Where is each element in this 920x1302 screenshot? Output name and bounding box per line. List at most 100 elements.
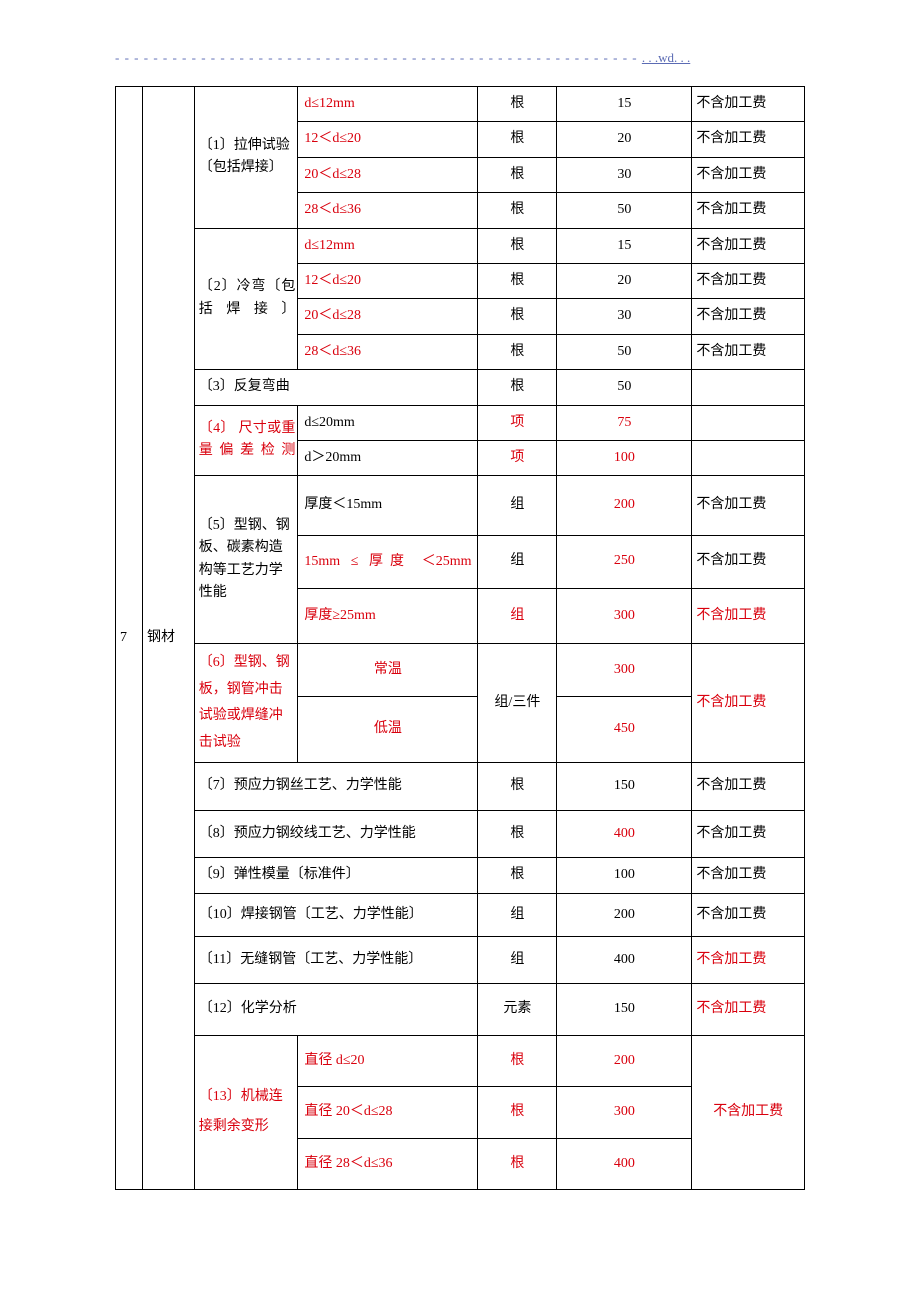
cell-note: 不含加工费 (692, 122, 805, 157)
cell-spec: d＞20mm (298, 440, 478, 475)
cell-price: 50 (557, 334, 692, 369)
cell-price: 300 (557, 1087, 692, 1138)
cell-note: 不含加工费 (692, 893, 805, 936)
cell-spec: 20＜d≤28 (298, 157, 478, 192)
cell-unit: 根 (478, 299, 557, 334)
cell-price: 20 (557, 263, 692, 298)
cell-sub-label: 〔10〕焊接钢管〔工艺、力学性能〕 (194, 893, 478, 936)
table-row: 〔4〕 尺寸或重量偏差检测 d≤20mm 项 75 (116, 405, 805, 440)
cell-sub-label: 〔5〕型钢、钢板、碳素构造构等工艺力学性能 (194, 476, 298, 644)
table-row: 〔12〕化学分析 元素 150 不含加工费 (116, 984, 805, 1035)
cell-spec: 厚度＜15mm (298, 476, 478, 535)
cell-spec: 15mm ≤ 厚度 ＜25mm (298, 535, 478, 588)
cell-price: 400 (557, 810, 692, 857)
cell-unit: 项 (478, 440, 557, 475)
cell-unit: 根 (478, 763, 557, 810)
table-row: 〔6〕型钢、钢板，钢管冲击试验或焊缝冲击试验 常温 组/三件 300 不含加工费 (116, 644, 805, 696)
cell-note: 不含加工费 (692, 87, 805, 122)
cell-unit: 元素 (478, 984, 557, 1035)
cell-spec: 28＜d≤36 (298, 334, 478, 369)
pricing-table: 7 钢材 〔1〕拉伸试验〔包括焊接〕 d≤12mm 根 15 不含加工费 12＜… (115, 86, 805, 1190)
header-dashes: - - - - - - - - - - - - - - - - - - - - … (115, 50, 642, 65)
cell-price: 150 (557, 984, 692, 1035)
cell-price: 300 (557, 588, 692, 643)
cell-price: 30 (557, 299, 692, 334)
cell-note: 不含加工费 (692, 937, 805, 984)
table-row: 〔13〕机械连接剩余变形 直径 d≤20 根 200 不含加工费 (116, 1035, 805, 1086)
cell-category: 钢材 (143, 87, 195, 1190)
cell-note: 不含加工费 (692, 157, 805, 192)
cell-note: 不含加工费 (692, 858, 805, 893)
cell-unit: 根 (478, 858, 557, 893)
cell-note (692, 370, 805, 405)
cell-unit: 根 (478, 263, 557, 298)
cell-spec: 低温 (298, 696, 478, 763)
cell-index: 7 (116, 87, 143, 1190)
cell-spec: 12＜d≤20 (298, 122, 478, 157)
cell-sub-label: 〔11〕无缝钢管〔工艺、力学性能〕 (194, 937, 478, 984)
cell-unit: 根 (478, 1087, 557, 1138)
cell-unit: 根 (478, 157, 557, 192)
cell-note: 不含加工费 (692, 588, 805, 643)
cell-sub-label: 〔6〕型钢、钢板，钢管冲击试验或焊缝冲击试验 (194, 644, 298, 763)
cell-price: 450 (557, 696, 692, 763)
cell-sub-label: 〔1〕拉伸试验〔包括焊接〕 (194, 87, 298, 229)
cell-unit: 根 (478, 193, 557, 228)
cell-note: 不含加工费 (692, 476, 805, 535)
cell-price: 300 (557, 644, 692, 696)
cell-sub-label: 〔3〕反复弯曲 (194, 370, 478, 405)
cell-unit: 组 (478, 588, 557, 643)
table-row: 〔3〕反复弯曲 根 50 (116, 370, 805, 405)
cell-price: 200 (557, 1035, 692, 1086)
cell-spec: d≤12mm (298, 228, 478, 263)
cell-spec: 直径 d≤20 (298, 1035, 478, 1086)
cell-price: 400 (557, 937, 692, 984)
table-row: 7 钢材 〔1〕拉伸试验〔包括焊接〕 d≤12mm 根 15 不含加工费 (116, 87, 805, 122)
cell-price: 50 (557, 370, 692, 405)
cell-unit: 根 (478, 122, 557, 157)
cell-price: 100 (557, 440, 692, 475)
cell-sub-label: 〔7〕预应力钢丝工艺、力学性能 (194, 763, 478, 810)
cell-sub-label: 〔13〕机械连接剩余变形 (194, 1035, 298, 1189)
cell-price: 400 (557, 1138, 692, 1189)
cell-spec: d≤12mm (298, 87, 478, 122)
table-row: 〔10〕焊接钢管〔工艺、力学性能〕 组 200 不含加工费 (116, 893, 805, 936)
cell-spec: 常温 (298, 644, 478, 696)
cell-note: 不含加工费 (692, 193, 805, 228)
cell-note: 不含加工费 (692, 644, 805, 763)
cell-price: 15 (557, 228, 692, 263)
cell-sub-label: 〔4〕 尺寸或重量偏差检测 (194, 405, 298, 476)
cell-spec: 28＜d≤36 (298, 193, 478, 228)
cell-unit: 组 (478, 476, 557, 535)
cell-note: 不含加工费 (692, 263, 805, 298)
cell-unit: 组 (478, 893, 557, 936)
cell-price: 100 (557, 858, 692, 893)
cell-sub-label: 〔12〕化学分析 (194, 984, 478, 1035)
cell-unit: 组 (478, 937, 557, 984)
cell-price: 150 (557, 763, 692, 810)
table-row: 〔7〕预应力钢丝工艺、力学性能 根 150 不含加工费 (116, 763, 805, 810)
cell-unit: 根 (478, 810, 557, 857)
cell-spec: 20＜d≤28 (298, 299, 478, 334)
cell-price: 15 (557, 87, 692, 122)
cell-note: 不含加工费 (692, 984, 805, 1035)
cell-price: 20 (557, 122, 692, 157)
cell-unit: 根 (478, 370, 557, 405)
cell-note: 不含加工费 (692, 334, 805, 369)
cell-unit: 根 (478, 1035, 557, 1086)
cell-sub-label: 〔9〕弹性模量〔标准件〕 (194, 858, 478, 893)
cell-spec: d≤20mm (298, 405, 478, 440)
cell-price: 200 (557, 476, 692, 535)
cell-spec: 直径 28＜d≤36 (298, 1138, 478, 1189)
cell-note: 不含加工费 (692, 1035, 805, 1189)
cell-unit: 项 (478, 405, 557, 440)
cell-note: 不含加工费 (692, 763, 805, 810)
cell-unit: 根 (478, 1138, 557, 1189)
table-row: 〔8〕预应力钢绞线工艺、力学性能 根 400 不含加工费 (116, 810, 805, 857)
cell-note: 不含加工费 (692, 810, 805, 857)
table-row: 〔11〕无缝钢管〔工艺、力学性能〕 组 400 不含加工费 (116, 937, 805, 984)
cell-unit: 根 (478, 87, 557, 122)
cell-unit: 组/三件 (478, 644, 557, 763)
table-row: 〔2〕冷弯〔包括焊接〕 d≤12mm 根 15 不含加工费 (116, 228, 805, 263)
cell-unit: 根 (478, 228, 557, 263)
